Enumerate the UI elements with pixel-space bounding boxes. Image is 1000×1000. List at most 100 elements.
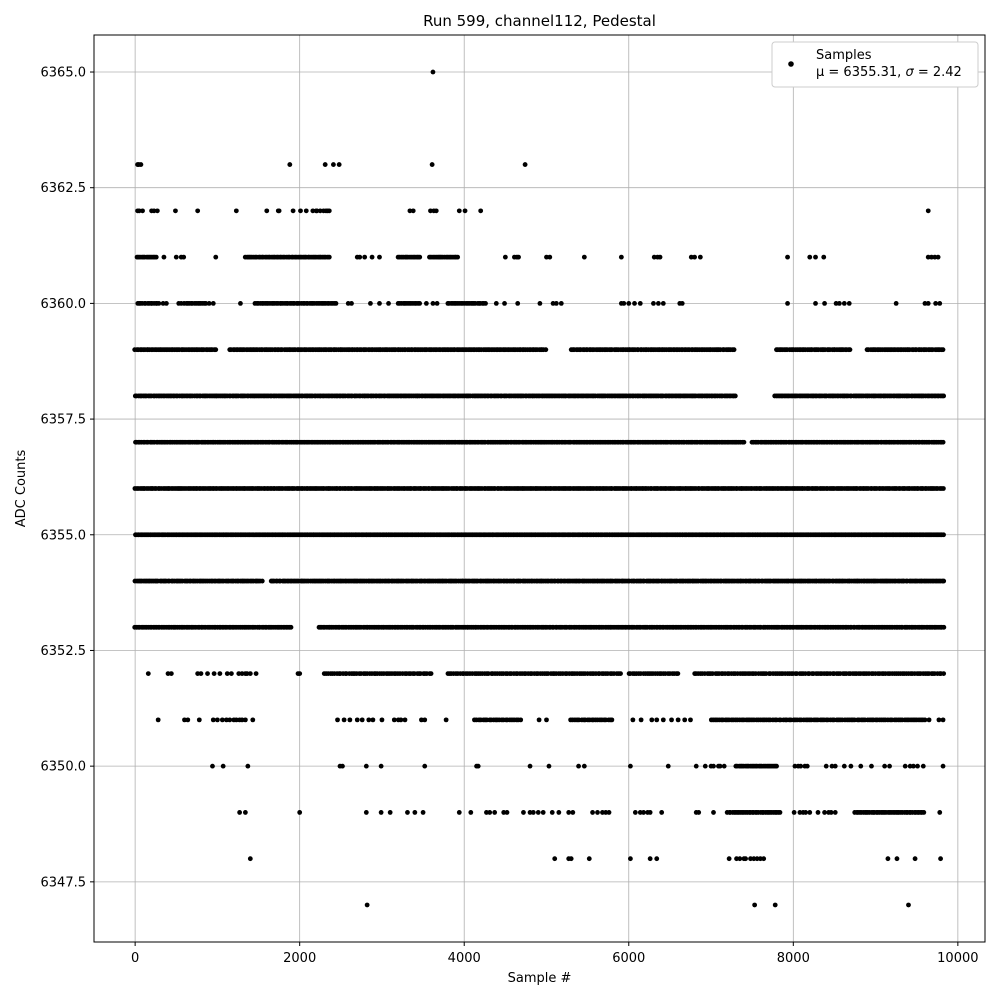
data-point bbox=[785, 254, 790, 260]
data-point bbox=[922, 300, 928, 306]
data-point bbox=[362, 254, 368, 260]
data-point bbox=[885, 856, 891, 862]
data-point bbox=[546, 763, 552, 769]
data-point bbox=[869, 763, 874, 769]
data-point bbox=[417, 300, 423, 306]
data-point bbox=[772, 902, 778, 908]
y-tick-label: 6360.0 bbox=[41, 297, 87, 312]
data-point bbox=[410, 208, 416, 214]
data-point bbox=[628, 856, 633, 862]
data-point bbox=[922, 717, 928, 723]
data-point bbox=[937, 810, 943, 815]
data-point bbox=[228, 671, 234, 677]
data-point bbox=[938, 856, 943, 862]
y-tick-label: 6362.5 bbox=[41, 181, 87, 196]
data-point bbox=[516, 254, 521, 260]
data-point bbox=[556, 810, 562, 815]
data-point bbox=[638, 717, 644, 723]
data-point bbox=[151, 208, 157, 214]
data-point bbox=[326, 208, 332, 214]
data-point bbox=[822, 300, 827, 306]
data-point bbox=[941, 578, 947, 584]
data-point bbox=[331, 162, 336, 167]
data-point bbox=[276, 208, 282, 214]
data-point bbox=[407, 208, 413, 214]
data-point bbox=[654, 856, 660, 862]
data-point bbox=[798, 763, 804, 769]
data-point bbox=[558, 300, 564, 306]
data-point bbox=[932, 254, 938, 260]
data-point bbox=[893, 300, 899, 306]
data-point bbox=[833, 300, 839, 306]
data-point bbox=[443, 717, 449, 723]
data-point bbox=[417, 254, 423, 260]
data-point bbox=[153, 254, 159, 260]
data-point bbox=[161, 254, 167, 260]
data-point bbox=[669, 717, 674, 723]
data-point bbox=[478, 208, 484, 214]
data-point bbox=[621, 300, 627, 306]
data-point bbox=[364, 902, 370, 908]
data-point bbox=[428, 671, 434, 677]
data-point bbox=[807, 254, 813, 260]
data-point bbox=[145, 671, 151, 677]
chart-title: Run 599, channel112, Pedestal bbox=[423, 12, 656, 30]
data-point bbox=[570, 810, 576, 815]
data-point bbox=[181, 254, 187, 260]
data-point bbox=[711, 810, 716, 815]
data-point bbox=[711, 763, 716, 769]
y-tick-label: 6352.5 bbox=[41, 644, 87, 659]
data-point bbox=[721, 763, 727, 769]
data-point bbox=[777, 810, 783, 815]
data-point bbox=[206, 300, 212, 306]
data-point bbox=[697, 254, 703, 260]
legend-label-stats: μ = 6355.31, σ = 2.42 bbox=[816, 65, 962, 80]
data-point bbox=[303, 208, 309, 214]
data-point bbox=[297, 810, 303, 815]
data-point bbox=[210, 300, 216, 306]
data-point bbox=[630, 717, 636, 723]
data-point bbox=[518, 717, 524, 723]
data-point bbox=[933, 300, 939, 306]
y-tick-label: 6347.5 bbox=[41, 875, 87, 890]
data-point bbox=[154, 208, 160, 214]
data-point bbox=[211, 671, 217, 677]
data-point bbox=[936, 717, 942, 723]
data-point bbox=[606, 810, 612, 815]
data-point bbox=[807, 810, 813, 815]
data-point bbox=[566, 810, 572, 815]
data-point bbox=[651, 300, 656, 306]
data-point bbox=[693, 763, 699, 769]
data-point bbox=[536, 717, 542, 723]
data-point bbox=[504, 810, 510, 815]
data-point bbox=[456, 208, 462, 214]
data-point bbox=[581, 254, 587, 260]
data-point bbox=[774, 763, 779, 769]
x-tick-label: 0 bbox=[131, 951, 139, 966]
data-point bbox=[679, 300, 685, 306]
data-point bbox=[359, 717, 365, 723]
y-tick-label: 6357.5 bbox=[41, 413, 87, 428]
data-point bbox=[213, 347, 219, 353]
data-point bbox=[468, 810, 474, 815]
data-point bbox=[173, 208, 178, 214]
data-points bbox=[132, 69, 947, 908]
data-point bbox=[915, 763, 920, 769]
data-point bbox=[906, 902, 911, 908]
data-point bbox=[138, 162, 144, 167]
data-point bbox=[920, 763, 926, 769]
data-point bbox=[336, 162, 342, 167]
data-point bbox=[196, 717, 202, 723]
data-point bbox=[224, 671, 230, 677]
data-point bbox=[237, 810, 243, 815]
data-point bbox=[537, 300, 543, 306]
y-tick-label: 6350.0 bbox=[41, 760, 87, 775]
data-point bbox=[247, 856, 253, 862]
data-point bbox=[553, 300, 559, 306]
x-tick-label: 4000 bbox=[448, 951, 481, 966]
data-point bbox=[544, 254, 549, 260]
data-point bbox=[462, 208, 468, 214]
data-point bbox=[475, 763, 481, 769]
data-point bbox=[428, 208, 433, 214]
data-point bbox=[363, 763, 369, 769]
